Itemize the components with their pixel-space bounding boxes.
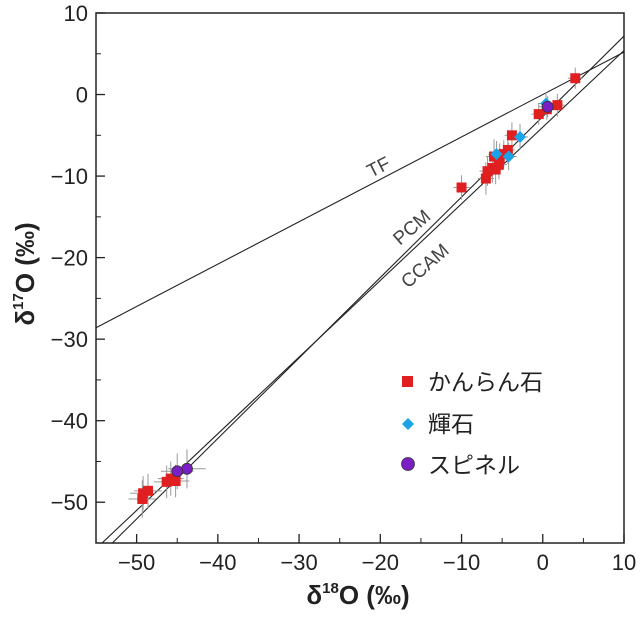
y-tick-label: −40	[51, 409, 88, 434]
data-point-square	[456, 182, 467, 193]
y-tick-label: 10	[64, 1, 88, 26]
data-point-diamond	[490, 148, 503, 161]
data-point-square	[137, 493, 148, 504]
line-label-pcm: PCM	[390, 206, 436, 250]
line-label-tf: TF	[364, 153, 394, 182]
legend: かんらん石 輝石 スピネル	[401, 370, 543, 479]
data-point-square	[570, 73, 581, 84]
x-axis-title: δ18O (‰)	[306, 580, 409, 610]
x-tick-label: −50	[118, 550, 155, 575]
data-point-square	[482, 166, 493, 177]
y-tick-label: −20	[51, 246, 88, 271]
data-point-diamond	[502, 150, 515, 163]
y-tick-label: −50	[51, 490, 88, 515]
data-point-circle	[171, 465, 184, 478]
x-tick-label: −30	[280, 550, 317, 575]
data-point-diamond	[514, 130, 527, 143]
data-point-square	[480, 173, 491, 184]
x-tick-label: −10	[443, 550, 480, 575]
data-point-square	[506, 130, 517, 141]
x-tick-label: 0	[537, 550, 549, 575]
data-point-square	[138, 488, 149, 499]
legend-marker-pyroxene	[402, 418, 414, 430]
x-tick-label: −40	[199, 550, 236, 575]
data-point-square	[490, 164, 501, 175]
x-tick-label: −20	[362, 550, 399, 575]
x-tick-label: 10	[612, 550, 636, 575]
data-point-circle	[181, 462, 193, 475]
legend-marker-olivine	[402, 376, 413, 387]
data-point-square	[161, 476, 172, 487]
legend-label-spinel: スピネル	[428, 453, 520, 479]
legend-label-pyroxene: 輝石	[428, 412, 474, 438]
y-axis-title: δ17O (‰)	[10, 222, 40, 325]
y-tick-label: −10	[51, 164, 88, 189]
legend-label-olivine: かんらん石	[428, 370, 543, 396]
y-tick-label: 0	[76, 83, 88, 108]
reference-line-tf	[96, 51, 624, 329]
data-point-circle	[541, 100, 554, 113]
y-tick-label: −30	[51, 327, 88, 352]
plot-frame	[95, 12, 625, 544]
legend-marker-spinel	[401, 457, 415, 471]
data-point-square	[494, 153, 505, 164]
line-label-ccam: CCAM	[398, 240, 454, 293]
data-point-square	[552, 100, 563, 111]
data-point-square	[533, 109, 544, 120]
